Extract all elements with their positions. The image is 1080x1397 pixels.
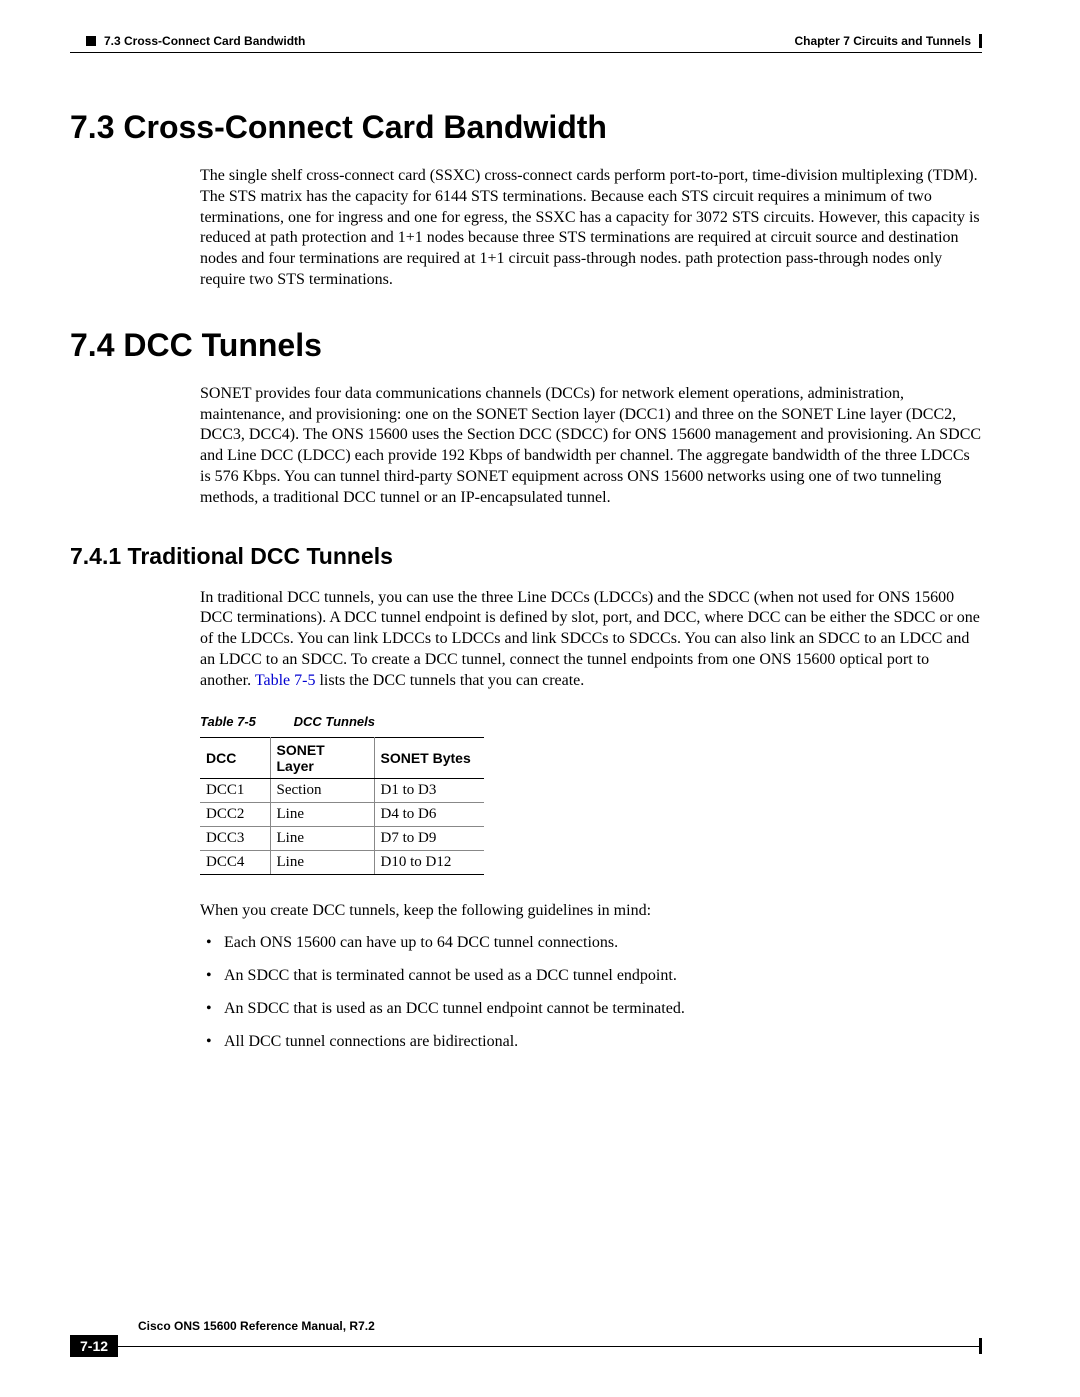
page-footer: Cisco ONS 15600 Reference Manual, R7.2 7… xyxy=(70,1319,982,1357)
cell-bytes: D4 to D6 xyxy=(374,802,484,826)
footer-rule xyxy=(118,1346,979,1347)
table-row: DCC4 Line D10 to D12 xyxy=(200,850,484,874)
col-sonet-bytes: SONET Bytes xyxy=(374,737,484,778)
col-sonet-layer: SONET Layer xyxy=(270,737,374,778)
col-dcc: DCC xyxy=(200,737,270,778)
header-chapter-label: Chapter 7 Circuits and Tunnels xyxy=(795,34,971,48)
cell-layer: Line xyxy=(270,826,374,850)
table-row: DCC1 Section D1 to D3 xyxy=(200,778,484,802)
header-square-icon xyxy=(86,36,96,46)
cell-dcc: DCC3 xyxy=(200,826,270,850)
cell-bytes: D10 to D12 xyxy=(374,850,484,874)
header-rule xyxy=(70,52,982,53)
table-caption-title: DCC Tunnels xyxy=(294,714,375,729)
cell-dcc: DCC2 xyxy=(200,802,270,826)
footer-bar-icon xyxy=(979,1338,982,1354)
section-7-4-body: SONET provides four data communications … xyxy=(200,384,982,509)
footer-row: 7-12 xyxy=(70,1335,982,1357)
cell-layer: Section xyxy=(270,778,374,802)
cell-dcc: DCC4 xyxy=(200,850,270,874)
section-7-4-1-para: In traditional DCC tunnels, you can use … xyxy=(200,588,982,692)
guidelines-intro: When you create DCC tunnels, keep the fo… xyxy=(200,901,982,922)
section-7-3-para: The single shelf cross-connect card (SSX… xyxy=(200,166,982,291)
cell-layer: Line xyxy=(270,802,374,826)
section-7-3-heading: 7.3 Cross-Connect Card Bandwidth xyxy=(70,109,982,146)
header-section-label: 7.3 Cross-Connect Card Bandwidth xyxy=(104,34,305,48)
cell-bytes: D1 to D3 xyxy=(374,778,484,802)
table-header-row: DCC SONET Layer SONET Bytes xyxy=(200,737,484,778)
cell-dcc: DCC1 xyxy=(200,778,270,802)
header-left: 7.3 Cross-Connect Card Bandwidth xyxy=(86,34,305,48)
list-item: An SDCC that is terminated cannot be use… xyxy=(200,966,982,987)
table-7-5-xref[interactable]: Table 7-5 xyxy=(255,672,316,689)
section-7-4-para: SONET provides four data communications … xyxy=(200,384,982,509)
para-text-after-xref: lists the DCC tunnels that you can creat… xyxy=(315,672,584,689)
section-7-4-1-body: In traditional DCC tunnels, you can use … xyxy=(200,588,982,1053)
table-row: DCC3 Line D7 to D9 xyxy=(200,826,484,850)
list-item: All DCC tunnel connections are bidirecti… xyxy=(200,1032,982,1053)
list-item: Each ONS 15600 can have up to 64 DCC tun… xyxy=(200,933,982,954)
footer-title: Cisco ONS 15600 Reference Manual, R7.2 xyxy=(138,1319,982,1333)
header-bar-icon xyxy=(979,34,982,48)
section-7-4-1-heading: 7.4.1 Traditional DCC Tunnels xyxy=(70,543,982,570)
section-7-3-body: The single shelf cross-connect card (SSX… xyxy=(200,166,982,291)
table-caption-number: Table 7-5 xyxy=(200,714,290,729)
list-item: An SDCC that is used as an DCC tunnel en… xyxy=(200,999,982,1020)
cell-layer: Line xyxy=(270,850,374,874)
cell-bytes: D7 to D9 xyxy=(374,826,484,850)
section-7-4-heading: 7.4 DCC Tunnels xyxy=(70,327,982,364)
header-right: Chapter 7 Circuits and Tunnels xyxy=(795,34,982,48)
table-7-5-caption: Table 7-5 DCC Tunnels xyxy=(200,714,982,729)
running-header: 7.3 Cross-Connect Card Bandwidth Chapter… xyxy=(70,34,982,48)
guidelines-list: Each ONS 15600 can have up to 64 DCC tun… xyxy=(200,933,982,1052)
dcc-tunnels-table: DCC SONET Layer SONET Bytes DCC1 Section… xyxy=(200,737,484,875)
table-row: DCC2 Line D4 to D6 xyxy=(200,802,484,826)
page-number: 7-12 xyxy=(70,1335,118,1357)
